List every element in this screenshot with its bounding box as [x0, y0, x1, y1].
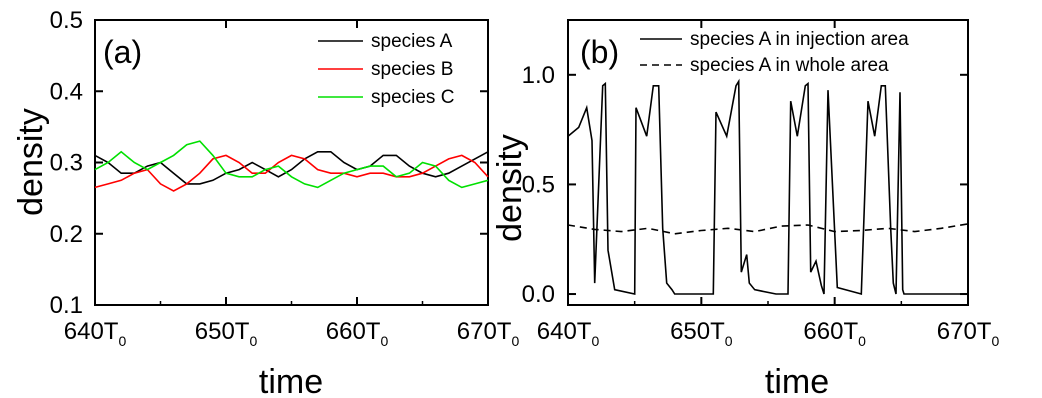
x-tick-label: 660T0: [326, 318, 389, 349]
x-tick-value: 640T: [64, 318, 119, 345]
series-lines-a: [94, 140, 489, 192]
x-axis-label-b: time: [765, 363, 829, 398]
y-tick-label: 0.2: [50, 221, 83, 248]
x-tick-subscript: 0: [380, 333, 388, 349]
y-tick-label: 0.4: [50, 78, 83, 105]
ticks-a: [94, 19, 489, 306]
x-tick-subscript: 0: [991, 333, 999, 349]
x-tick-label: 650T0: [670, 318, 733, 349]
x-tick-value: 650T: [195, 318, 250, 345]
legend-b: species A in injection area species A in …: [640, 29, 909, 76]
y-tick-label: 0.0: [522, 281, 555, 308]
x-tick-value: 660T: [803, 318, 858, 345]
x-tick-subscript: 0: [591, 333, 599, 349]
legend-label: species A in whole area: [690, 55, 889, 76]
y-tick-label: 1.0: [522, 62, 555, 89]
x-tick-subscript: 0: [858, 333, 866, 349]
x-tick-subscript: 0: [725, 333, 733, 349]
legend-label: species B: [371, 59, 453, 80]
series-line-species-a-in-injection-area: [567, 78, 968, 296]
series-line-species-a: [94, 151, 489, 185]
x-tick-value: 640T: [537, 318, 592, 345]
y-tick-label: 0.5: [522, 171, 555, 198]
x-tick-label: 640T0: [537, 318, 600, 349]
y-axis-label-a: density: [12, 108, 50, 216]
x-tick-value: 660T: [326, 318, 381, 345]
x-tick-subscript: 0: [118, 333, 126, 349]
series-line-species-a-in-whole-area: [567, 223, 969, 235]
panel-label-a: (a): [103, 34, 142, 70]
y-tick-label: 0.3: [50, 150, 83, 177]
x-tick-label: 660T0: [803, 318, 866, 349]
legend-label: species A: [371, 31, 453, 52]
x-tick-label: 670T0: [937, 318, 1000, 349]
legend-label: species C: [371, 87, 454, 108]
x-tick-label: 670T0: [457, 318, 520, 349]
legend-a: species A species B species C: [318, 31, 454, 108]
x-tick-subscript: 0: [249, 333, 257, 349]
x-tick-label: 650T0: [195, 318, 258, 349]
y-tick-label: 0.1: [50, 292, 83, 319]
legend-label: species A in injection area: [690, 29, 909, 50]
y-axis-label-b: density: [491, 134, 529, 242]
x-tick-subscript: 0: [511, 333, 519, 349]
series-lines-b: [567, 78, 969, 296]
series-line-species-b: [94, 154, 489, 192]
x-tick-label: 640T0: [64, 318, 127, 349]
series-line-species-c: [94, 140, 489, 189]
panel-label-b: (b): [580, 34, 619, 70]
x-axis-label-a: time: [259, 363, 323, 398]
x-tick-value: 670T: [457, 318, 512, 345]
x-tick-value: 650T: [670, 318, 725, 345]
x-tick-value: 670T: [937, 318, 992, 345]
y-tick-label: 0.5: [50, 7, 83, 34]
